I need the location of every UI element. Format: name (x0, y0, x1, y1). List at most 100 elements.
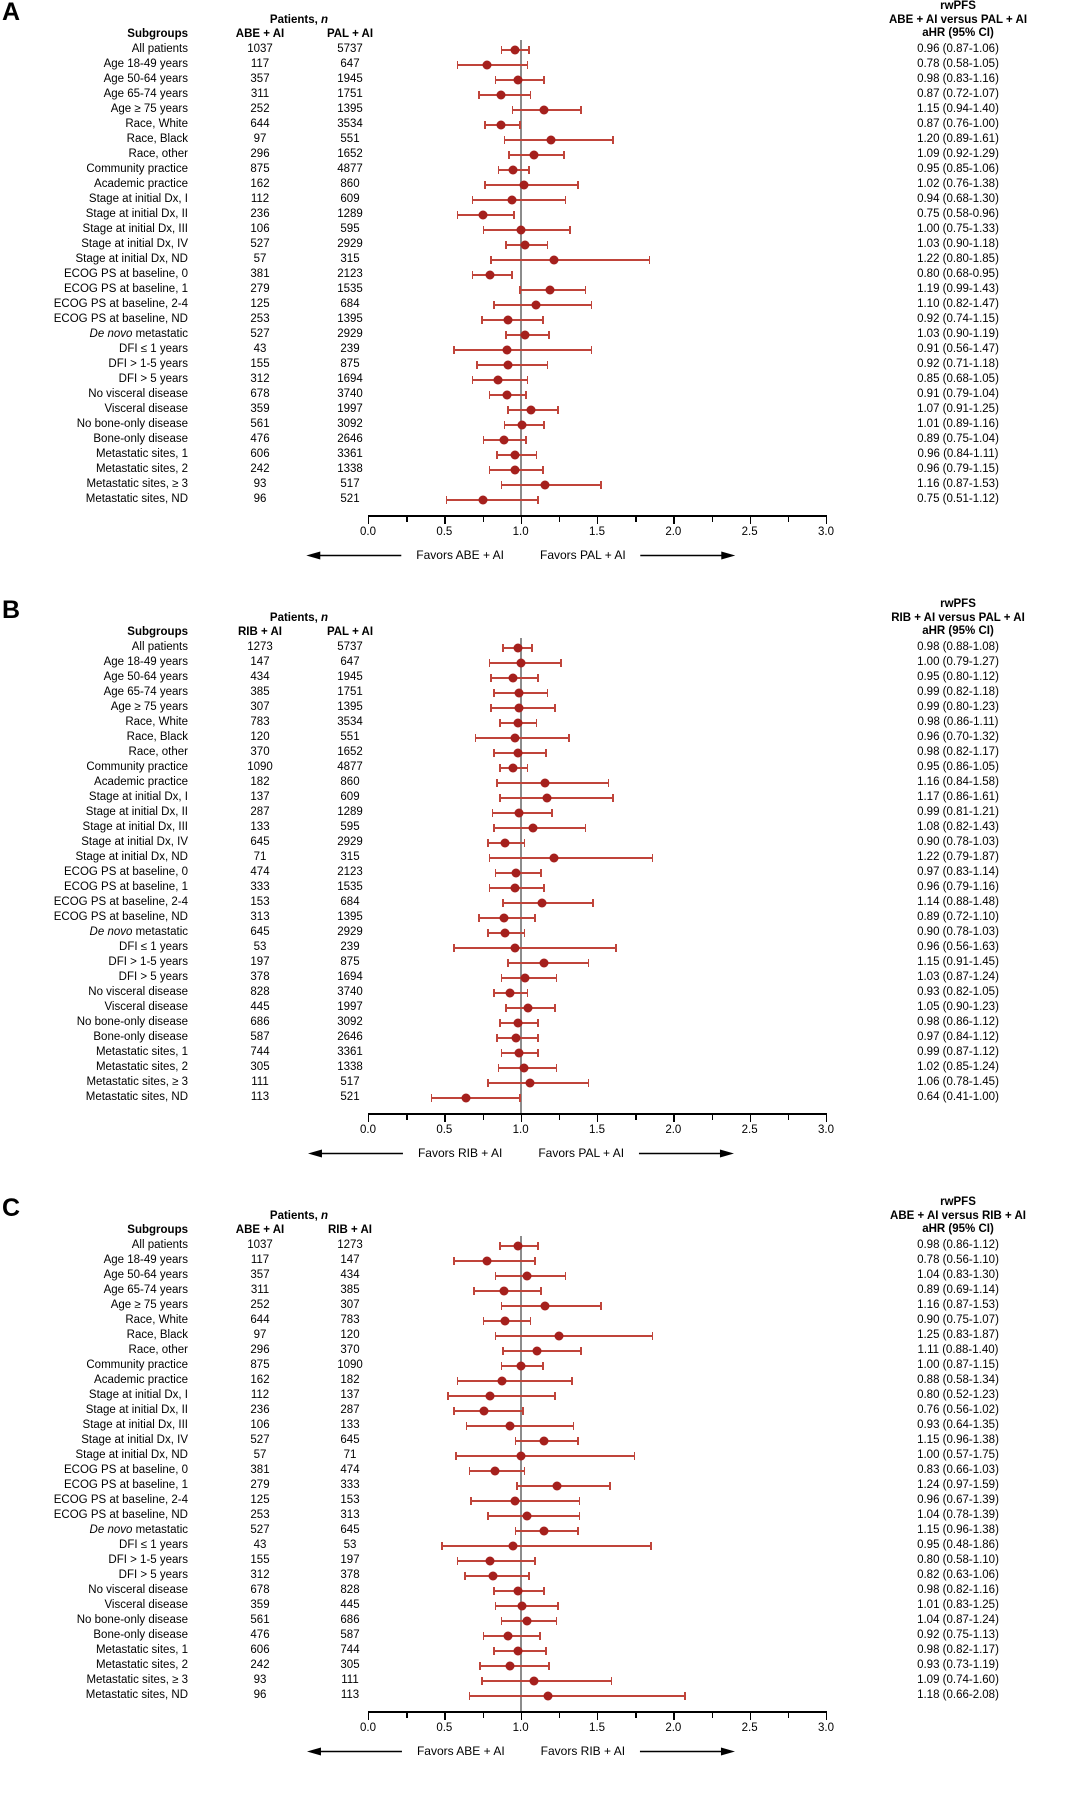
forest-row: ECOG PS at baseline, 0 381 2123 0.80 (0.68-… (0, 267, 1080, 282)
n-col1: 253 (250, 1509, 270, 1521)
axis-tick-label: 3.0 (818, 1124, 834, 1136)
hazard-ratio-point (514, 808, 524, 817)
hazard-ratio-point (513, 75, 523, 84)
n-col1: 125 (250, 1494, 270, 1506)
hazard-ratio-point (522, 1271, 532, 1280)
ahr-ci-header: aHR (95% CI) (922, 1223, 994, 1235)
forest-row: Stage at initial Dx, III 106 133 0.93 (0.64… (0, 1418, 1080, 1433)
n-col2: 2929 (337, 238, 363, 250)
n-col2: 517 (340, 478, 360, 490)
axis-tick (711, 517, 713, 522)
ahr-value: 0.89 (0.69-1.14) (917, 1284, 999, 1296)
n-col2: 239 (340, 941, 360, 953)
hazard-ratio-point (514, 1048, 524, 1057)
ahr-value: 0.98 (0.86-1.12) (917, 1016, 999, 1028)
axis-tick (787, 517, 790, 522)
confidence-interval (500, 1302, 602, 1310)
n-col1: 312 (250, 1569, 270, 1581)
hazard-ratio-point (482, 1256, 492, 1265)
axis-tick (368, 517, 370, 524)
subgroup-label: Race, Black (126, 1329, 188, 1341)
n-col1: 133 (250, 821, 270, 833)
hazard-ratio-point (510, 45, 520, 54)
n-col2: 1535 (337, 283, 363, 295)
n-col1: 162 (250, 1374, 270, 1386)
ahr-value: 0.91 (0.79-1.04) (917, 388, 999, 400)
ahr-value: 0.97 (0.83-1.14) (917, 866, 999, 878)
n-col2: 3534 (337, 716, 363, 728)
hazard-ratio-point (537, 898, 547, 907)
ahr-value: 0.98 (0.83-1.16) (917, 73, 999, 85)
ahr-value: 1.06 (0.78-1.45) (917, 1076, 999, 1088)
hazard-ratio-point (499, 1286, 509, 1295)
forest-row: Metastatic sites, 1 606 744 0.98 (0.82-1.17… (0, 1643, 1080, 1658)
subgroup-label: Metastatic sites, 1 (95, 1644, 188, 1656)
forest-row: Visceral disease 359 1997 1.07 (0.91-1.25) (0, 402, 1080, 417)
hazard-ratio-point (508, 673, 518, 682)
hazard-ratio-point (513, 1018, 523, 1027)
ahr-value: 1.14 (0.88-1.48) (917, 896, 999, 908)
subgroup-label: ECOG PS at baseline, 1 (63, 1479, 188, 1491)
hazard-ratio-point (529, 1676, 539, 1685)
hazard-ratio-point (499, 913, 509, 922)
forest-row: De novo metastatic 645 2929 0.90 (0.78-1.03… (0, 925, 1080, 940)
confidence-interval (500, 481, 602, 489)
subgroup-label: Academic practice (94, 776, 188, 788)
ahr-value: 1.10 (0.82-1.47) (917, 298, 999, 310)
ahr-value: 0.90 (0.75-1.07) (917, 1314, 999, 1326)
n-col2: 3740 (337, 388, 363, 400)
n-col2: 647 (340, 656, 360, 668)
n-col1: 561 (250, 1614, 270, 1626)
forest-row: Race, Black 97 551 1.20 (0.89-1.61) (0, 132, 1080, 147)
n-col2: 1694 (337, 373, 363, 385)
axis-tick (787, 1115, 790, 1120)
hazard-ratio-point (505, 988, 515, 997)
n-col2: 333 (340, 1479, 360, 1491)
n-col1: 279 (250, 283, 270, 295)
forest-row: DFI ≤ 1 years 53 239 0.96 (0.56-1.63) (0, 940, 1080, 955)
ahr-value: 0.99 (0.82-1.18) (917, 686, 999, 698)
forest-row: DFI > 5 years 312 1694 0.85 (0.68-1.05) (0, 372, 1080, 387)
ahr-value: 1.00 (0.87-1.15) (917, 1359, 999, 1371)
hazard-ratio-point (513, 1646, 523, 1655)
n-col2: 2929 (337, 926, 363, 938)
axis-tick-label: 2.0 (665, 526, 682, 538)
forest-row: No visceral disease 828 3740 0.93 (0.82-1.0… (0, 985, 1080, 1000)
subgroup-label: ECOG PS at baseline, ND (53, 911, 188, 923)
confidence-interval (465, 1422, 575, 1430)
subgroup-label: ECOG PS at baseline, 1 (63, 283, 188, 295)
subgroup-label: No bone-only disease (76, 1016, 188, 1028)
forest-row: Race, other 296 370 1.11 (0.88-1.40) (0, 1343, 1080, 1358)
hazard-ratio-point (520, 240, 530, 249)
n-col1: 155 (250, 1554, 270, 1566)
axis-tick (444, 1115, 446, 1122)
n-col2: 305 (340, 1659, 360, 1671)
forest-row: Stage at initial Dx, ND 71 315 1.22 (0.79-1… (0, 850, 1080, 865)
confidence-interval (502, 899, 594, 907)
ahr-value: 1.03 (0.90-1.19) (917, 328, 999, 340)
forest-row: Stage at initial Dx, III 133 595 1.08 (0.82… (0, 820, 1080, 835)
subgroup-label: Stage at initial Dx, II (85, 806, 188, 818)
hazard-ratio-point (508, 1541, 518, 1550)
hazard-ratio-point (520, 973, 530, 982)
hazard-ratio-point (513, 748, 523, 757)
forest-row: Age 18-49 years 147 647 1.00 (0.79-1.27) (0, 655, 1080, 670)
confidence-interval (445, 496, 540, 504)
subgroup-label: Race, other (128, 1344, 188, 1356)
n-col1: 645 (250, 836, 270, 848)
subgroup-label: DFI ≤ 1 years (119, 343, 188, 355)
subgroup-label: Visceral disease (104, 1001, 188, 1013)
subgroup-label: Bone-only disease (93, 1031, 188, 1043)
confidence-interval (474, 734, 570, 742)
hazard-ratio-point (549, 853, 559, 862)
subgroup-label: Community practice (86, 761, 188, 773)
ahr-value: 0.96 (0.84-1.11) (917, 448, 999, 460)
ahr-value: 0.96 (0.70-1.32) (917, 731, 999, 743)
subgroup-label: No visceral disease (88, 1584, 188, 1596)
subgroup-label: ECOG PS at baseline, 2-4 (53, 896, 188, 908)
ahr-ci-header: aHR (95% CI) (922, 27, 994, 39)
n-col1: 53 (253, 941, 267, 953)
n-col2: 828 (340, 1584, 360, 1596)
ahr-value: 1.02 (0.76-1.38) (917, 178, 999, 190)
subgroup-label: Metastatic sites, ≥ 3 (86, 1674, 188, 1686)
